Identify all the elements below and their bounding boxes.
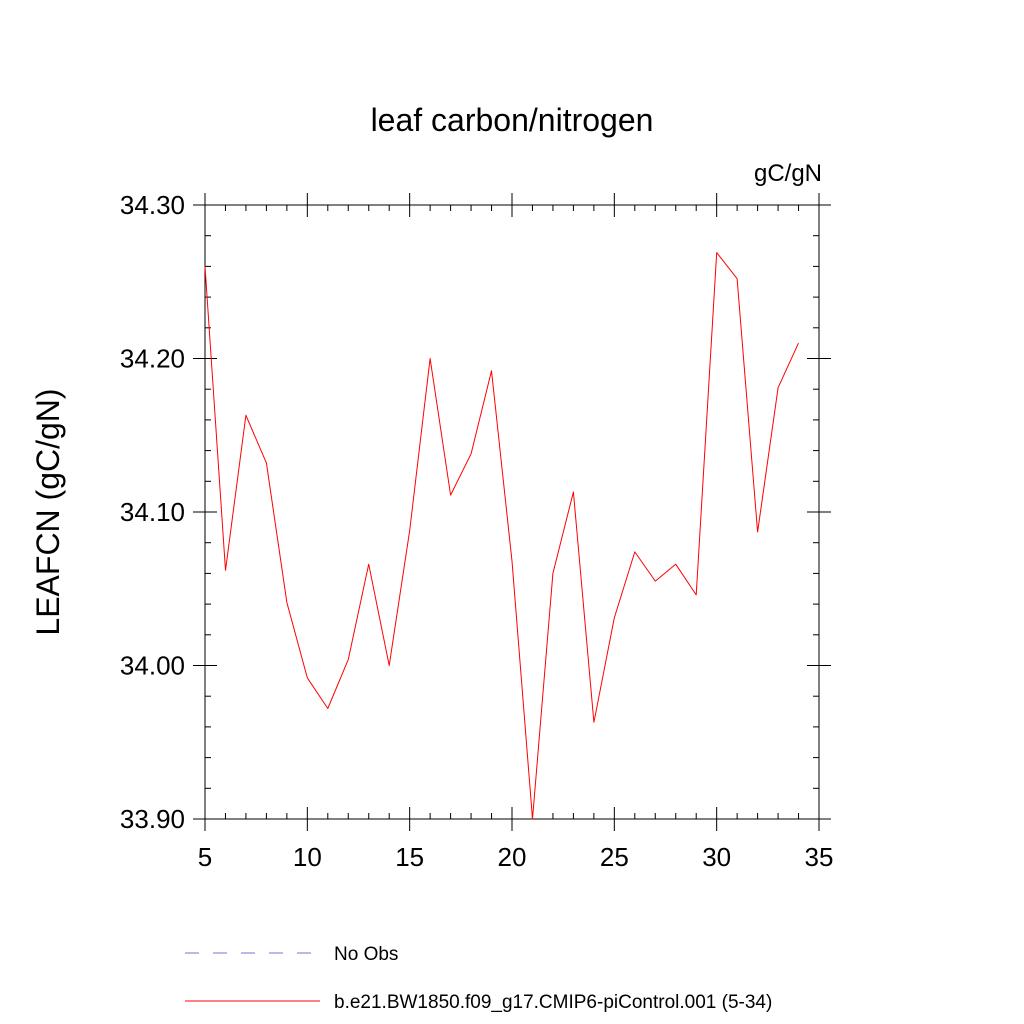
y-tick-label: 34.30	[120, 190, 185, 220]
y-tick-label: 34.10	[120, 497, 185, 527]
plot-frame	[204, 204, 820, 820]
x-tick-label: 30	[702, 842, 731, 872]
x-tick-label: 35	[805, 842, 834, 872]
units-label: gC/gN	[754, 160, 822, 187]
axis-tick-labels: 5 10 15 20 25 30 35 33.90 34.00 34.10 34.20 34.30	[120, 190, 834, 872]
legend: No Obs b.e21.BW1850.f09_g17.CMIP6-piCont…	[185, 944, 772, 1013]
chart-title: leaf carbon/nitrogen	[371, 102, 654, 138]
x-tick-label: 10	[293, 842, 322, 872]
y-tick-label: 33.90	[120, 804, 185, 834]
x-tick-label: 15	[395, 842, 424, 872]
axis-ticks	[193, 193, 831, 831]
y-tick-label: 34.20	[120, 344, 185, 374]
y-axis-label: LEAFCN (gC/gN)	[30, 388, 66, 635]
legend-label-control-run: b.e21.BW1850.f09_g17.CMIP6-piControl.001…	[334, 992, 772, 1013]
series-group	[204, 252, 799, 820]
x-tick-label: 5	[198, 842, 212, 872]
y-tick-label: 34.00	[120, 651, 185, 681]
legend-label-no-obs: No Obs	[334, 944, 398, 965]
x-tick-label: 25	[600, 842, 629, 872]
x-tick-label: 20	[498, 842, 527, 872]
series-line-control-run	[204, 252, 799, 820]
